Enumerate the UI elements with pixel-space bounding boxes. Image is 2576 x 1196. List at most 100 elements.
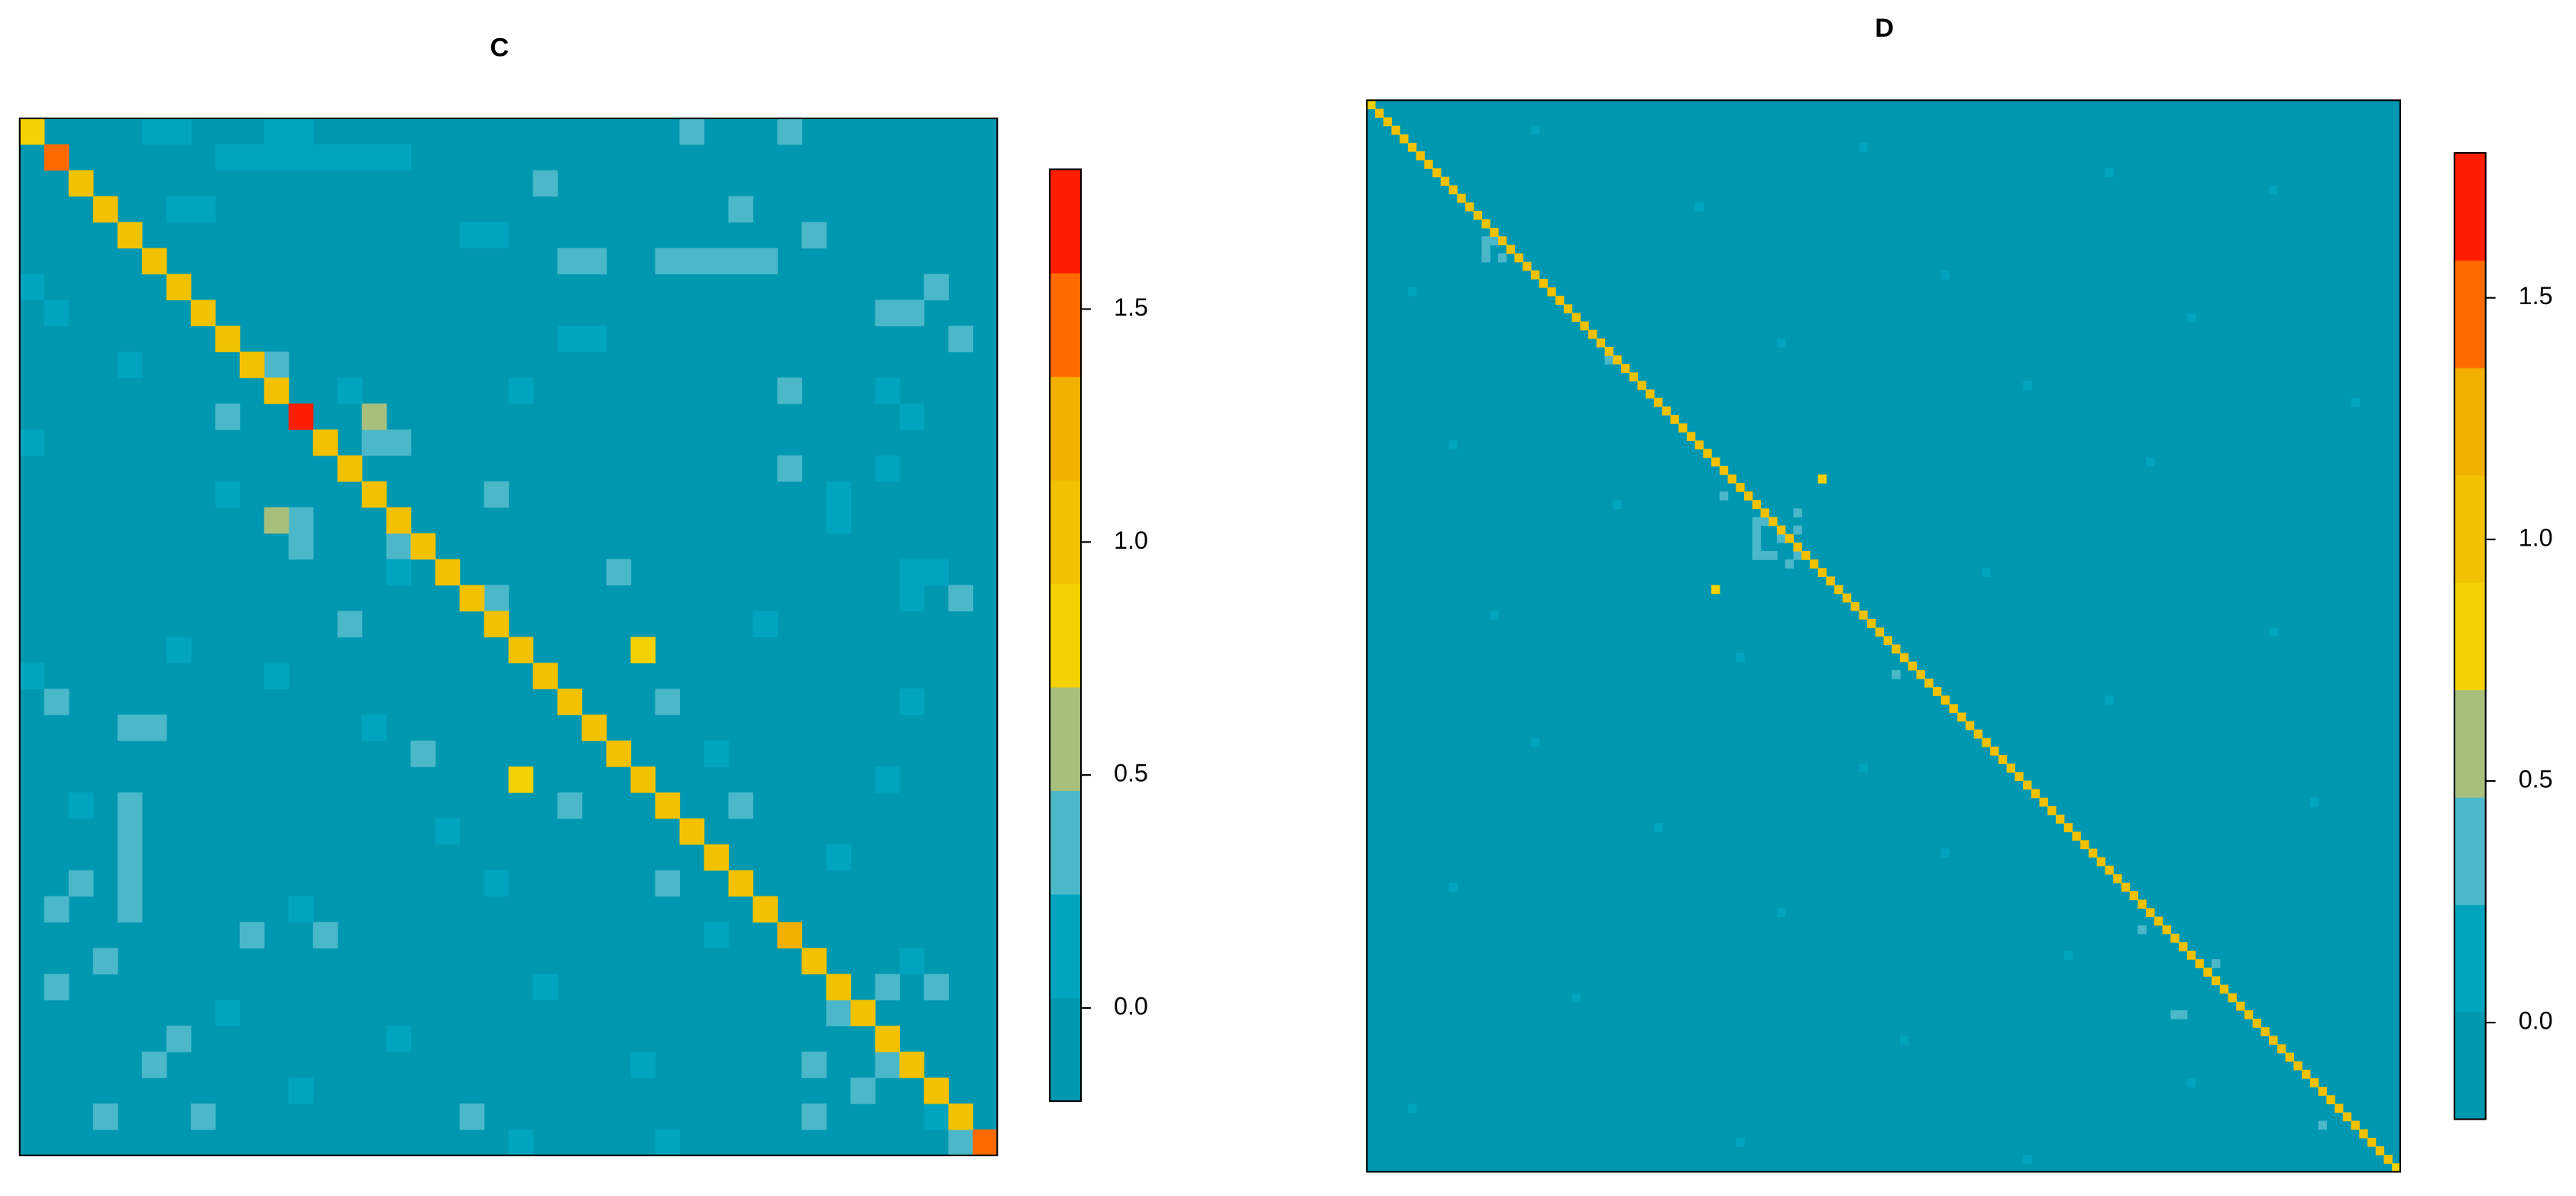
heatmap-cell (1711, 585, 1720, 595)
diagonal-cell (239, 352, 265, 378)
heatmap-cell (581, 326, 607, 352)
heatmap-cell (239, 144, 265, 171)
heatmap-cell (117, 352, 143, 378)
heatmap-cell (2023, 381, 2032, 391)
diagonal-cell (532, 663, 558, 689)
diagonal-cell (92, 196, 118, 223)
diagonal-cell (2302, 1069, 2311, 1079)
diagonal-cell (312, 429, 338, 456)
heatmap-cell (264, 663, 290, 689)
diagonal-cell (1490, 228, 1499, 237)
heatmap-cell (1752, 517, 1762, 527)
diagonal-cell (972, 1129, 998, 1156)
heatmap-cell (361, 144, 387, 171)
diagonal-cell (1867, 619, 1876, 628)
diagonal-cell (1662, 406, 1671, 416)
diagonal-cell (704, 844, 730, 871)
diagonal-cell (1703, 449, 1712, 459)
heatmap-cell (141, 715, 167, 741)
diagonal-cell (1785, 533, 1794, 543)
diagonal-cell (1900, 653, 1909, 663)
heatmap-cell (1817, 474, 1827, 484)
diagonal-cell (44, 144, 70, 171)
diagonal-cell (557, 689, 583, 715)
heatmap-cell (68, 870, 94, 897)
diagonal-cell (2228, 993, 2237, 1003)
diagonal-cell (68, 170, 94, 197)
diagonal-cell (2203, 967, 2212, 977)
colorbar-bin (2454, 260, 2486, 368)
heatmap-cell (484, 481, 510, 508)
heatmap-cell (215, 144, 241, 171)
heatmap-cell (1481, 253, 1490, 263)
diagonal-cell (1400, 134, 1409, 144)
diagonal-cell (2195, 959, 2204, 968)
heatmap-cell (1407, 287, 1417, 297)
heatmap-cell (288, 144, 314, 171)
diagonal-cell (1571, 313, 1581, 322)
diagonal-cell (1694, 440, 1704, 450)
diagonal-cell (2170, 933, 2180, 943)
diagonal-cell (2096, 857, 2106, 867)
diagonal-cell (2211, 976, 2221, 986)
diagonal-cell (2063, 823, 2073, 832)
heatmap-cell (386, 1026, 412, 1052)
colorbar-tick-label: 0.0 (2519, 1007, 2553, 1035)
heatmap-cell (1900, 1036, 1909, 1045)
heatmap-cell (1497, 253, 1507, 263)
diagonal-cell (1892, 644, 1901, 654)
diagonal-cell (1580, 321, 1589, 331)
heatmap-cell (777, 378, 803, 404)
heatmap-cell (1481, 236, 1490, 246)
heatmap-cell (1859, 763, 1868, 773)
diagonal-cell (1883, 636, 1892, 646)
heatmap-cell (1769, 551, 1778, 560)
heatmap-cell (801, 222, 827, 249)
heatmap-cell (1982, 568, 1991, 578)
heatmap-cell (288, 533, 314, 560)
heatmap-cell (679, 118, 705, 145)
diagonal-cell (1391, 125, 1400, 135)
heatmap-cell (728, 792, 754, 819)
heatmap-cell (1859, 142, 1868, 152)
heatmap-cell (68, 792, 94, 819)
colorbar-bin (1050, 273, 1082, 378)
heatmap-cell (1736, 653, 1745, 663)
diagonal-cell (2023, 780, 2032, 790)
heatmap-cell (361, 404, 387, 430)
heatmap-cell (728, 196, 754, 223)
diagonal-cell (752, 896, 778, 923)
colorbar-border (2453, 151, 2487, 1120)
diagonal-cell (1949, 704, 1958, 714)
heatmap-cell (655, 870, 681, 897)
heatmap-cell (386, 559, 412, 586)
heatmap-cell (44, 896, 70, 923)
diagonal-cell (2072, 831, 2081, 841)
diagonal-cell (2383, 1155, 2393, 1164)
heatmap-cell (704, 922, 730, 949)
heatmap-cell (166, 118, 192, 145)
heatmap-cell (704, 741, 730, 767)
diagonal-cell (2252, 1019, 2262, 1028)
heatmap-cell (117, 715, 143, 741)
diagonal-cell (1719, 465, 1729, 475)
heatmap-cell (288, 896, 314, 923)
diagonal-cell (2392, 1163, 2401, 1172)
heatmap-cell (875, 455, 901, 482)
diagonal-cell (1497, 236, 1507, 246)
heatmap-cell (1719, 491, 1729, 501)
diagonal-cell (2277, 1044, 2286, 1054)
diagonal-cell (1957, 712, 1966, 722)
heatmap-cell (288, 1078, 314, 1104)
heatmap-cell (92, 948, 118, 975)
diagonal-cell (1990, 746, 1999, 756)
colorbar-tick-label: 0.0 (1114, 992, 1148, 1019)
diagonal-cell (361, 481, 387, 508)
colorbar-bin (1050, 893, 1082, 999)
heatmap-cell (337, 611, 363, 638)
heatmap-cell (826, 481, 852, 508)
diagonal-cell (2080, 840, 2089, 850)
heatmap-cell (166, 637, 192, 663)
colorbar-bin (1050, 583, 1082, 688)
diagonal-cell (1629, 372, 1639, 382)
